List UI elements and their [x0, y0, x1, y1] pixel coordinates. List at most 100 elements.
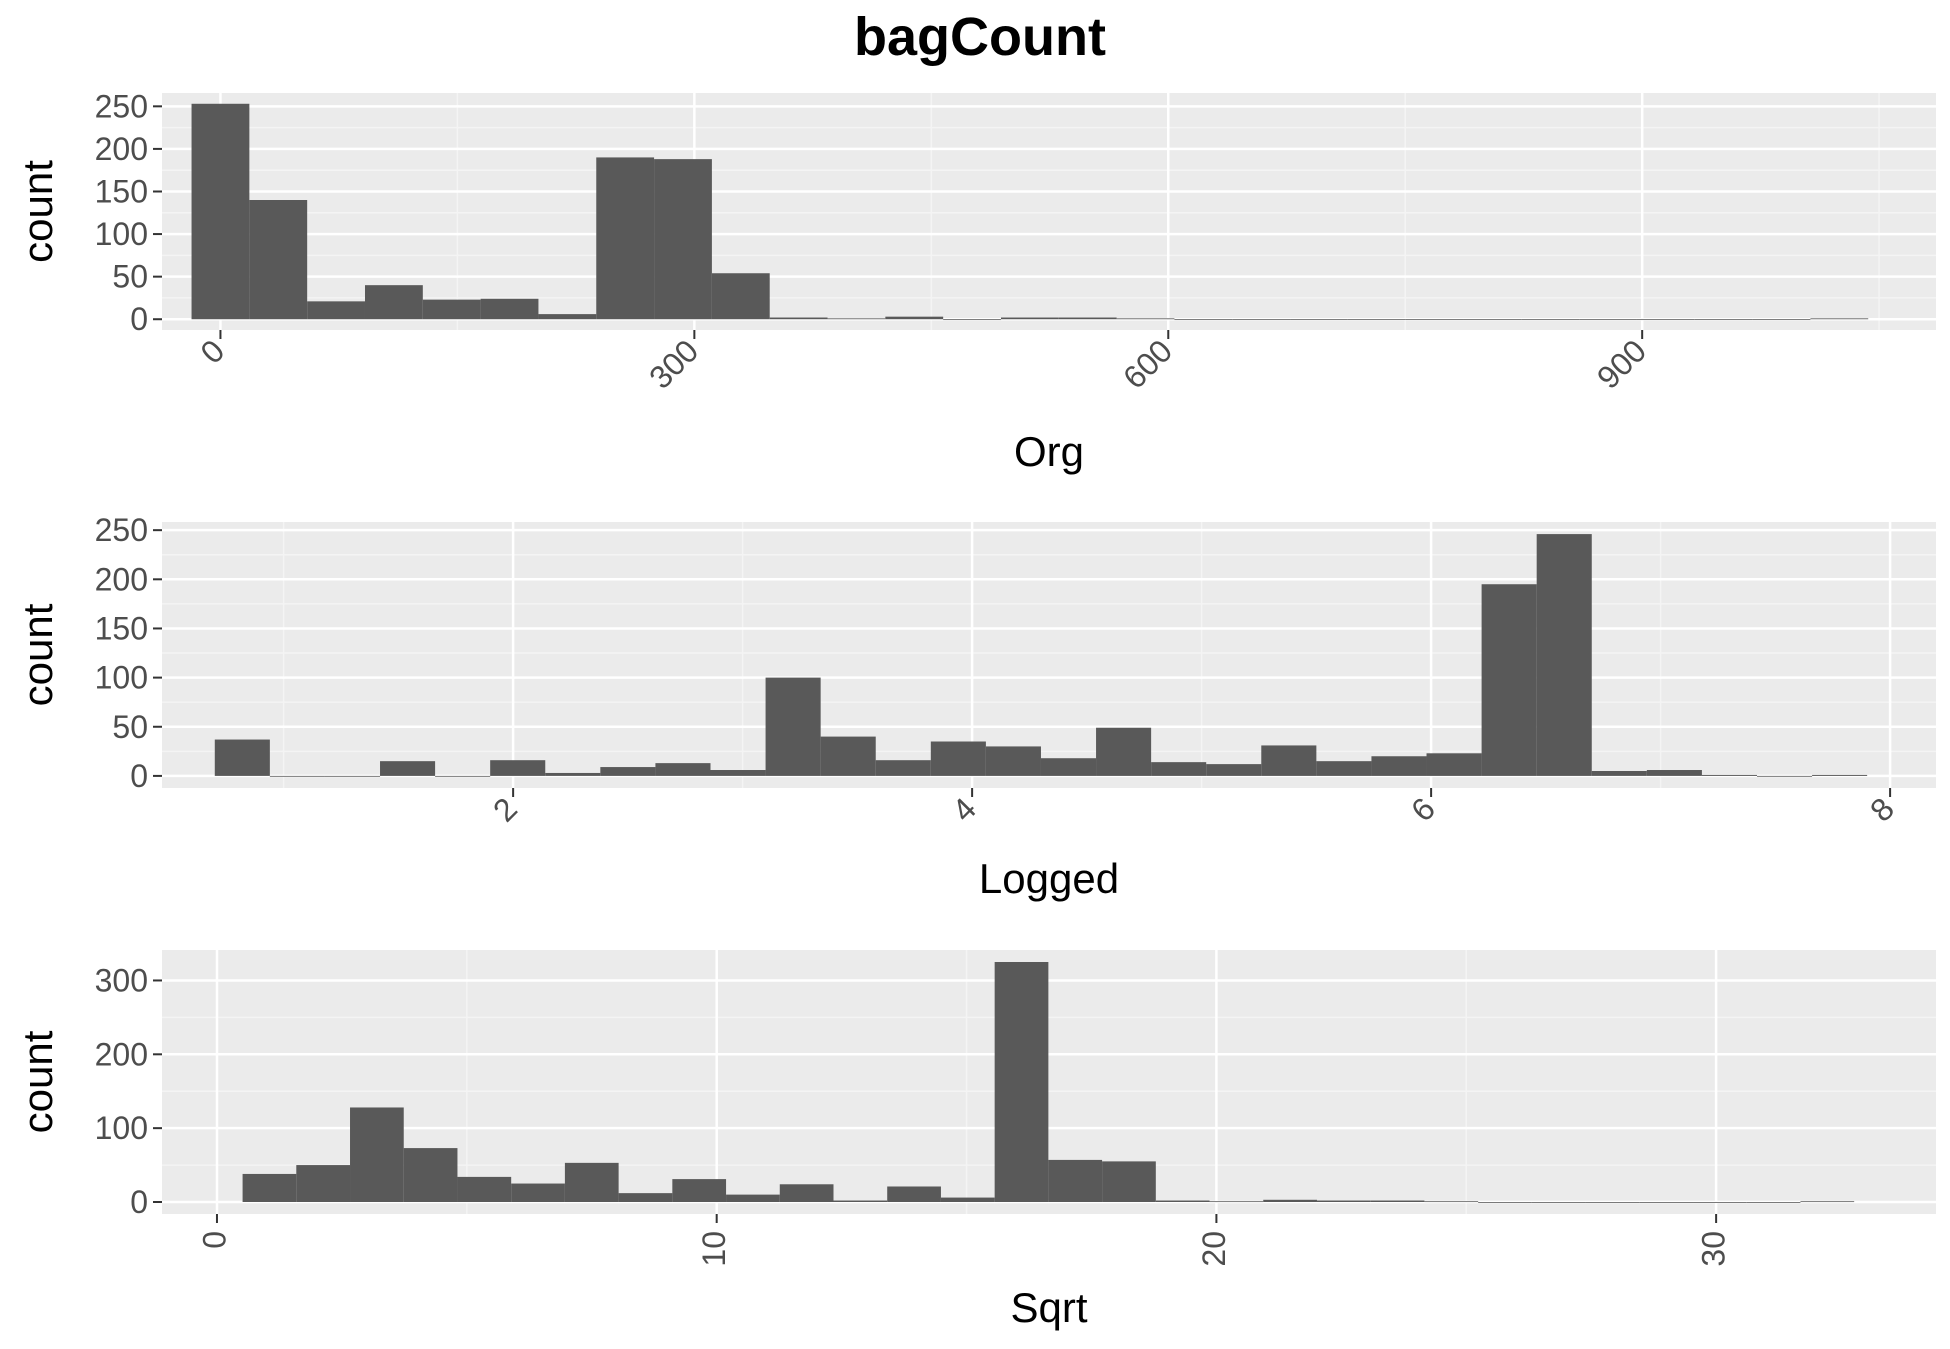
y-tick-label: 200 — [95, 131, 148, 167]
histogram-bar — [1424, 1201, 1479, 1203]
y-tick-label: 100 — [95, 660, 148, 696]
histogram-bar — [422, 299, 481, 320]
histogram-bar — [1536, 534, 1592, 776]
x-tick-label: 8 — [1863, 790, 1901, 828]
histogram-bar — [1102, 1161, 1156, 1202]
histogram-bar — [1478, 1202, 1532, 1203]
histogram-bar — [672, 1179, 727, 1202]
histogram-bar — [1209, 1201, 1264, 1203]
histogram-bar — [350, 1107, 404, 1202]
histogram-bar — [1347, 319, 1406, 321]
y-tick-label: 150 — [95, 173, 148, 209]
histogram-bar — [827, 318, 886, 320]
histogram-bar — [710, 770, 766, 776]
x-tick-label: 0 — [196, 1231, 232, 1249]
histogram-bar — [1693, 1202, 1747, 1203]
histogram-bar — [726, 1194, 780, 1202]
histogram-bar — [538, 314, 597, 320]
x-tick-label: 0 — [193, 332, 231, 370]
histogram-bar — [654, 159, 712, 320]
y-axis-title: count — [14, 1030, 61, 1133]
panel-background — [162, 522, 1936, 788]
histogram-bar — [511, 1183, 565, 1202]
histogram-bar — [930, 741, 986, 776]
histogram-bar — [875, 760, 931, 776]
histogram-bar — [1316, 761, 1372, 776]
histogram-bar — [820, 736, 876, 776]
histogram-bar — [364, 285, 423, 320]
y-tick-label: 300 — [95, 962, 148, 998]
histogram-bar — [1232, 319, 1291, 321]
histogram-bar — [1151, 762, 1207, 776]
histogram-bar — [618, 1193, 673, 1202]
histogram-bar — [1263, 1199, 1317, 1202]
histogram-bar — [833, 1200, 888, 1202]
histogram-bar — [1040, 758, 1097, 776]
x-tick-label: 10 — [696, 1231, 732, 1267]
histogram-bar — [887, 1186, 941, 1202]
histogram-bar — [1746, 1202, 1801, 1203]
y-tick-label: 100 — [95, 216, 148, 252]
panel-org: 0 50 100 150 200 250 0 300 600 900 Org count — [14, 88, 1936, 475]
histogram-bar — [545, 772, 601, 776]
x-tick-label: 20 — [1196, 1231, 1232, 1267]
histogram-bar — [435, 775, 491, 777]
histogram-bar — [600, 767, 656, 776]
histogram-bar — [1800, 1201, 1855, 1203]
y-axis-title: count — [14, 603, 61, 706]
y-tick-label: 0 — [130, 301, 148, 337]
histogram-bar — [1206, 764, 1262, 776]
histogram-bar — [779, 1184, 834, 1202]
histogram-bar — [1155, 1200, 1210, 1202]
histogram-bar — [307, 301, 365, 320]
panel-background — [162, 93, 1936, 330]
histogram-bar — [1812, 774, 1868, 776]
histogram-bar — [1000, 317, 1059, 320]
histogram-bar — [1585, 1202, 1640, 1203]
x-tick-label: 2 — [486, 790, 524, 828]
x-axis-title: Org — [1014, 428, 1084, 475]
y-tick-label: 200 — [95, 1036, 148, 1072]
histogram-bar — [1481, 584, 1537, 776]
histogram-bar — [1646, 770, 1702, 776]
histogram-bar — [1290, 319, 1348, 321]
histogram-bar — [1756, 775, 1813, 777]
histogram-bar — [1174, 319, 1233, 321]
x-tick-label: 30 — [1696, 1231, 1732, 1267]
histogram-bar — [1370, 1200, 1425, 1202]
histogram-bar — [765, 677, 821, 776]
histogram-bar — [324, 775, 381, 777]
histogram-bar — [1371, 756, 1427, 776]
y-tick-label: 150 — [95, 610, 148, 646]
histogram-bar — [1316, 1200, 1371, 1202]
panel-sqrt: 0 100 200 300 0 10 20 30 Sqrt count — [14, 950, 1936, 1331]
histogram-bar — [296, 1165, 351, 1202]
histogram-bar — [214, 739, 270, 776]
y-axis-title: count — [14, 160, 61, 263]
histogram-bar — [596, 157, 655, 320]
histogram-bar — [943, 319, 1001, 321]
histogram-bar — [1426, 753, 1482, 776]
chart-title: bagCount — [854, 7, 1106, 67]
histogram-bar — [985, 746, 1041, 776]
y-tick-label: 50 — [112, 709, 148, 745]
panel-logged: 0 50 100 150 200 250 2 4 6 8 Logged count — [14, 512, 1936, 902]
histogram-bar — [564, 1162, 619, 1202]
histogram-bar — [480, 298, 539, 320]
histogram-bar — [1701, 774, 1757, 776]
histogram-bar — [885, 316, 944, 320]
y-tick-label: 250 — [95, 88, 148, 124]
histogram-bar — [994, 962, 1049, 1202]
x-axis-title: Sqrt — [1010, 1284, 1087, 1331]
y-tick-label: 0 — [130, 758, 148, 794]
histogram-bar — [1531, 1202, 1586, 1203]
histogram-bar — [490, 760, 546, 776]
histogram-bar — [769, 317, 828, 320]
y-tick-label: 50 — [112, 259, 148, 295]
x-tick-label: 300 — [642, 332, 705, 395]
histogram-bar — [191, 103, 250, 320]
y-tick-label: 100 — [95, 1110, 148, 1146]
histogram-bar — [940, 1197, 995, 1202]
histogram-bar — [1116, 318, 1175, 320]
